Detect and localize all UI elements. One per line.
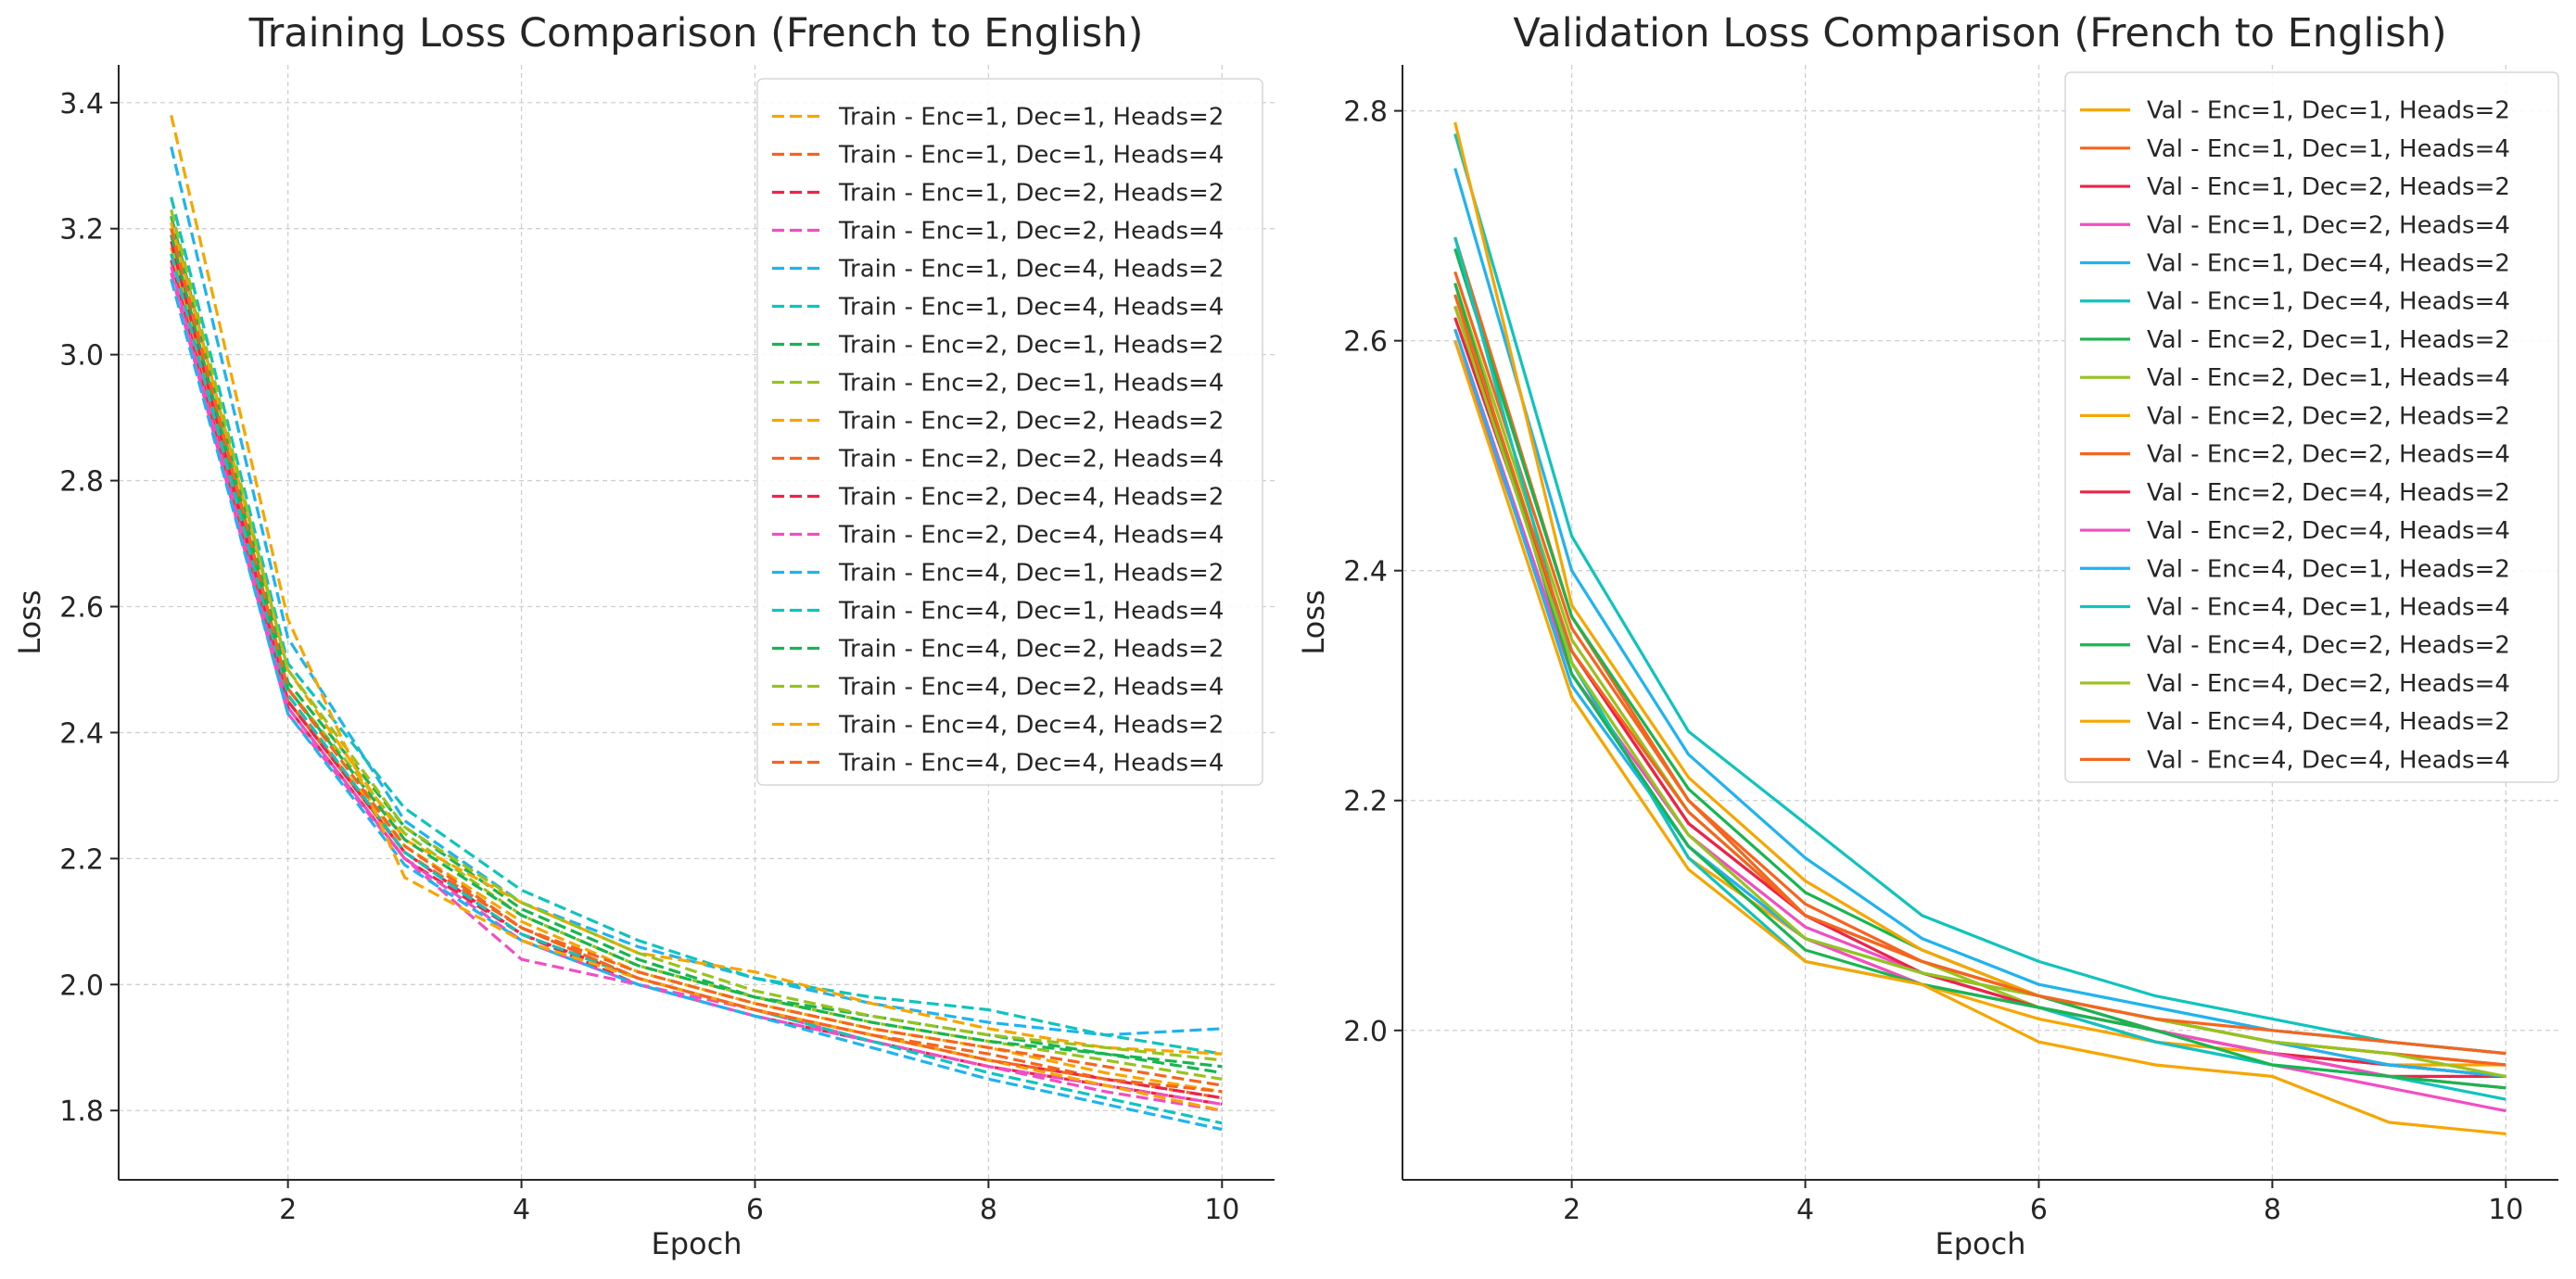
legend-label: Train - Enc=4, Dec=1, Heads=4 (838, 598, 1224, 626)
train-series-line-9 (170, 222, 1223, 1056)
val-series-line-17 (1453, 340, 2506, 1135)
legend-label: Train - Enc=2, Dec=4, Heads=2 (838, 484, 1224, 512)
legend-label: Train - Enc=2, Dec=2, Heads=4 (838, 446, 1224, 474)
legend-label: Val - Enc=4, Dec=2, Heads=4 (2147, 670, 2510, 698)
x-tick-label: 2 (279, 1194, 297, 1226)
legend: Train - Enc=1, Dec=1, Heads=2 Train - Enc… (756, 78, 1263, 786)
y-axis-label: Loss (12, 589, 47, 654)
x-tick-label: 4 (1796, 1194, 1814, 1226)
chart-title: Training Loss Comparison (French to Engl… (248, 10, 1144, 57)
legend-label: Train - Enc=1, Dec=4, Heads=4 (838, 294, 1224, 322)
train-series-line-8 (170, 228, 1223, 1081)
legend-label: Train - Enc=4, Dec=4, Heads=2 (838, 712, 1224, 740)
val-series-line-6 (1453, 133, 2506, 1056)
legend-label: Train - Enc=2, Dec=1, Heads=2 (838, 332, 1224, 360)
legend-label: Train - Enc=2, Dec=1, Heads=4 (838, 370, 1224, 398)
legend-label: Val - Enc=2, Dec=2, Heads=4 (2147, 441, 2510, 469)
train-series-line-15 (170, 234, 1223, 1069)
y-tick-label: 3.0 (59, 340, 104, 373)
train-series-line-4 (170, 272, 1223, 1112)
legend-label: Val - Enc=1, Dec=4, Heads=4 (2147, 288, 2510, 316)
legend-label: Val - Enc=1, Dec=1, Heads=4 (2147, 135, 2510, 163)
y-tick-label: 2.4 (59, 717, 104, 750)
legend-label: Train - Enc=1, Dec=4, Heads=2 (838, 256, 1224, 284)
legend-label: Train - Enc=1, Dec=1, Heads=2 (838, 104, 1224, 132)
legend-label: Val - Enc=4, Dec=2, Heads=2 (2147, 632, 2510, 660)
y-tick-label: 2.6 (1343, 326, 1388, 359)
val-series-line-18 (1453, 294, 2506, 1056)
x-tick-label: 8 (2264, 1194, 2281, 1226)
train-series-line-18 (170, 228, 1223, 1094)
y-tick-label: 2.6 (59, 592, 104, 625)
train-series-line-13 (170, 278, 1223, 1132)
train-series-line-6 (170, 196, 1223, 1056)
legend-label: Val - Enc=1, Dec=2, Heads=2 (2147, 173, 2510, 201)
x-axis-label: Epoch (652, 1226, 742, 1261)
val-series-line-16 (1453, 305, 2506, 1078)
chart-title: Validation Loss Comparison (French to En… (1513, 10, 2446, 57)
legend-label: Train - Enc=1, Dec=2, Heads=4 (838, 218, 1224, 246)
x-tick-label: 6 (2030, 1194, 2048, 1226)
val-series-line-15 (1453, 283, 2506, 1090)
legend-box (756, 78, 1263, 786)
legend-label: Val - Enc=2, Dec=2, Heads=2 (2147, 402, 2510, 430)
y-axis-label: Loss (1296, 589, 1331, 654)
training-loss-chart: 2 4 6 8 10 1.8 2.0 2.2 2.4 2.6 2.8 3.0 3.2 3.4 Trainin… (12, 10, 1275, 1261)
legend-box (2064, 71, 2559, 783)
legend-label: Train - Enc=1, Dec=1, Heads=4 (838, 142, 1224, 170)
x-tick-label: 10 (2488, 1194, 2523, 1226)
legend-label: Val - Enc=2, Dec=4, Heads=2 (2147, 479, 2510, 507)
train-series-line-12 (170, 266, 1223, 1106)
legend-label: Train - Enc=4, Dec=2, Heads=4 (838, 674, 1224, 702)
train-series-line-1 (170, 247, 1223, 1094)
legend-label: Train - Enc=4, Dec=1, Heads=2 (838, 560, 1224, 588)
y-tick-label: 2.0 (1343, 1016, 1388, 1048)
legend-label: Val - Enc=4, Dec=1, Heads=4 (2147, 594, 2510, 622)
legend-label: Val - Enc=2, Dec=1, Heads=4 (2147, 364, 2510, 392)
y-tick-label: 2.4 (1343, 556, 1388, 589)
val-series-line-11 (1453, 317, 2506, 1078)
x-tick-label: 10 (1204, 1194, 1239, 1226)
y-tick-label: 1.8 (59, 1095, 104, 1128)
y-tick-label: 2.8 (59, 466, 104, 499)
y-tick-label: 3.4 (59, 88, 104, 120)
legend-label: Train - Enc=2, Dec=2, Heads=2 (838, 408, 1224, 436)
train-series-line-17 (170, 115, 1223, 1112)
legend-label: Train - Enc=4, Dec=4, Heads=4 (838, 750, 1224, 778)
legend-label: Train - Enc=1, Dec=2, Heads=2 (838, 180, 1224, 208)
x-tick-label: 2 (1563, 1194, 1580, 1226)
x-tick-label: 4 (513, 1194, 530, 1226)
x-tick-label: 6 (746, 1194, 764, 1226)
validation-loss-chart: 2 4 6 8 10 2.0 2.2 2.4 2.6 2.8 Validation Loss Com… (1296, 10, 2559, 1261)
y-tick-label: 2.2 (1343, 786, 1388, 818)
legend: Val - Enc=1, Dec=1, Heads=2 Val - Enc=1, … (2064, 71, 2559, 783)
legend-label: Val - Enc=2, Dec=4, Heads=4 (2147, 517, 2510, 545)
y-tick-label: 2.8 (1343, 96, 1388, 129)
legend-label: Val - Enc=1, Dec=1, Heads=2 (2147, 97, 2510, 125)
y-tick-label: 2.0 (59, 969, 104, 1002)
legend-label: Val - Enc=4, Dec=1, Heads=2 (2147, 555, 2510, 583)
legend-label: Val - Enc=1, Dec=4, Heads=2 (2147, 250, 2510, 278)
y-tick-label: 2.2 (59, 843, 104, 876)
y-tick-label: 3.2 (59, 214, 104, 247)
x-axis-label: Epoch (1935, 1226, 2026, 1261)
legend-label: Val - Enc=4, Dec=4, Heads=2 (2147, 708, 2510, 736)
legend-label: Val - Enc=1, Dec=2, Heads=4 (2147, 211, 2510, 239)
legend-label: Val - Enc=2, Dec=1, Heads=2 (2147, 326, 2510, 354)
x-tick-label: 8 (980, 1194, 997, 1226)
legend-label: Train - Enc=2, Dec=4, Heads=4 (838, 522, 1224, 550)
legend-label: Train - Enc=4, Dec=2, Heads=2 (838, 636, 1224, 664)
legend-label: Val - Enc=4, Dec=4, Heads=4 (2147, 746, 2510, 774)
